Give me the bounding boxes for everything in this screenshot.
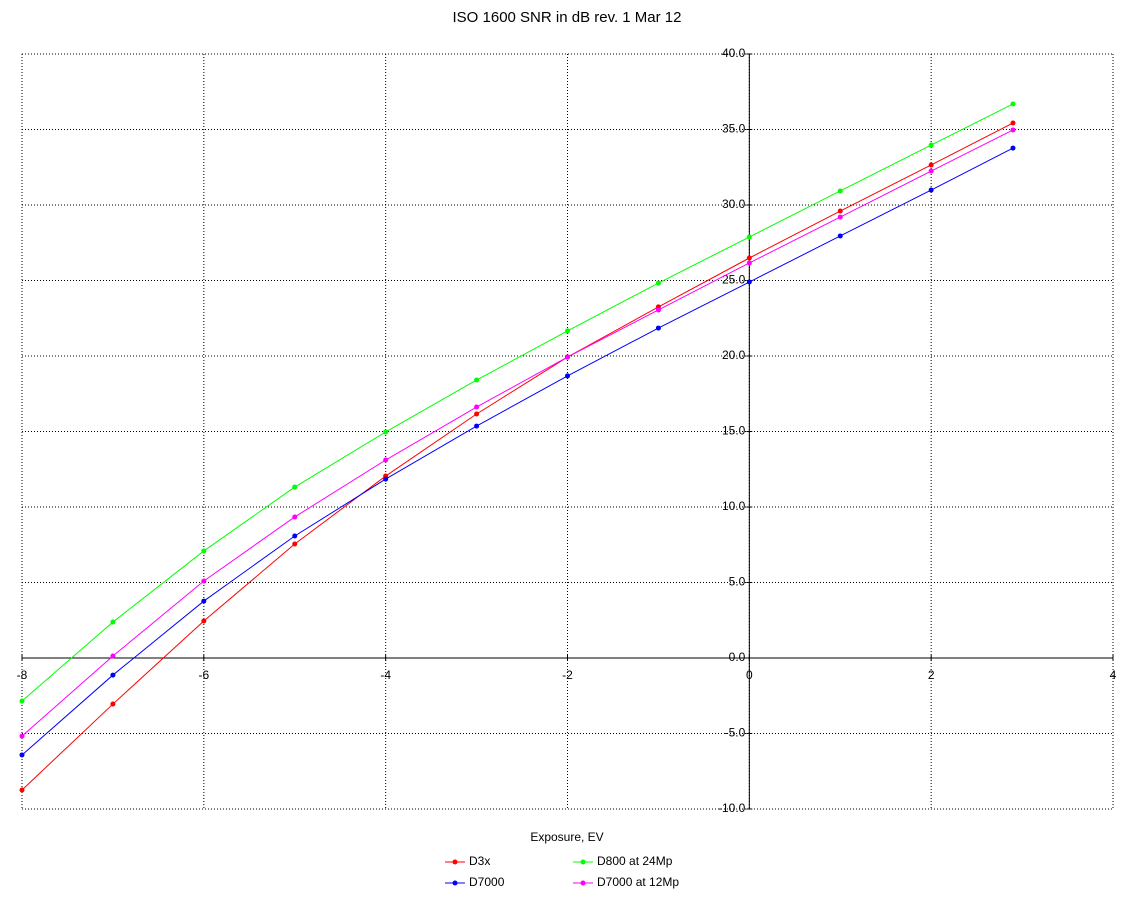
y-tick-label: 35.0: [722, 122, 746, 136]
data-point: [565, 373, 570, 379]
data-point: [837, 233, 843, 239]
series-line: [21, 129, 1014, 737]
x-tick-label: 4: [1110, 668, 1117, 682]
data-point: [565, 354, 570, 360]
y-tick-label: 40.0: [722, 46, 746, 60]
data-point: [1010, 145, 1016, 151]
data-point: [474, 411, 480, 417]
legend-marker: [452, 880, 458, 886]
data-point: [474, 377, 480, 383]
data-point: [655, 325, 661, 331]
series-line: [21, 103, 1014, 702]
data-point: [655, 307, 661, 313]
data-point: [928, 162, 934, 168]
x-tick-label: -2: [562, 668, 573, 682]
x-tick-label: -4: [380, 668, 391, 682]
data-point: [837, 188, 843, 194]
y-tick-label: 10.0: [722, 499, 746, 513]
data-point: [1010, 120, 1016, 126]
legend-label: D800 at 24Mp: [597, 854, 673, 868]
legend-marker: [580, 859, 586, 865]
data-point: [19, 787, 25, 793]
data-point: [110, 653, 116, 659]
series-line: [21, 122, 1014, 791]
legend-marker: [452, 859, 458, 865]
data-point: [565, 328, 570, 334]
y-tick-label: 5.0: [729, 575, 746, 589]
x-tick-label: -6: [198, 668, 209, 682]
y-tick-label: 20.0: [722, 348, 746, 362]
data-point: [201, 548, 207, 554]
data-point: [383, 429, 389, 435]
x-tick-label: 2: [928, 668, 935, 682]
y-tick-label: 15.0: [722, 424, 746, 438]
data-point: [292, 541, 298, 547]
data-point: [383, 476, 389, 482]
data-point: [746, 260, 752, 266]
data-point: [110, 701, 116, 707]
legend-marker: [580, 880, 586, 886]
data-point: [655, 280, 661, 286]
data-point: [928, 187, 934, 193]
legend-label: D7000: [469, 875, 505, 889]
data-point: [19, 752, 25, 758]
data-point: [837, 214, 843, 220]
data-point: [201, 598, 207, 604]
data-point: [19, 733, 25, 739]
data-point: [474, 404, 480, 410]
data-point: [292, 484, 298, 490]
x-tick-label: -8: [17, 668, 28, 682]
data-point: [110, 619, 116, 625]
legend-label: D3x: [469, 854, 490, 868]
data-point: [746, 255, 752, 261]
data-point: [292, 514, 298, 520]
y-tick-label: 30.0: [722, 197, 746, 211]
data-point: [746, 279, 752, 285]
data-point: [928, 142, 934, 148]
data-point: [110, 672, 116, 678]
data-point: [292, 533, 298, 539]
x-axis-label: Exposure, EV: [530, 830, 603, 844]
data-point: [474, 423, 480, 429]
data-point: [19, 698, 25, 704]
legend-label: D7000 at 12Mp: [597, 875, 679, 889]
data-point: [746, 234, 752, 240]
chart-title: ISO 1600 SNR in dB rev. 1 Mar 12: [453, 9, 682, 26]
data-point: [928, 168, 934, 174]
series-line: [21, 147, 1014, 756]
y-tick-label: 0.0: [729, 650, 746, 664]
y-tick-label: 25.0: [722, 273, 746, 287]
data-point: [1010, 101, 1016, 107]
data-point: [201, 618, 207, 624]
y-tick-label: -5.0: [725, 726, 746, 740]
data-point: [201, 578, 207, 584]
data-point: [837, 208, 843, 214]
data-point: [1010, 127, 1016, 133]
y-tick-label: -10.0: [718, 801, 746, 815]
data-point: [383, 457, 389, 463]
